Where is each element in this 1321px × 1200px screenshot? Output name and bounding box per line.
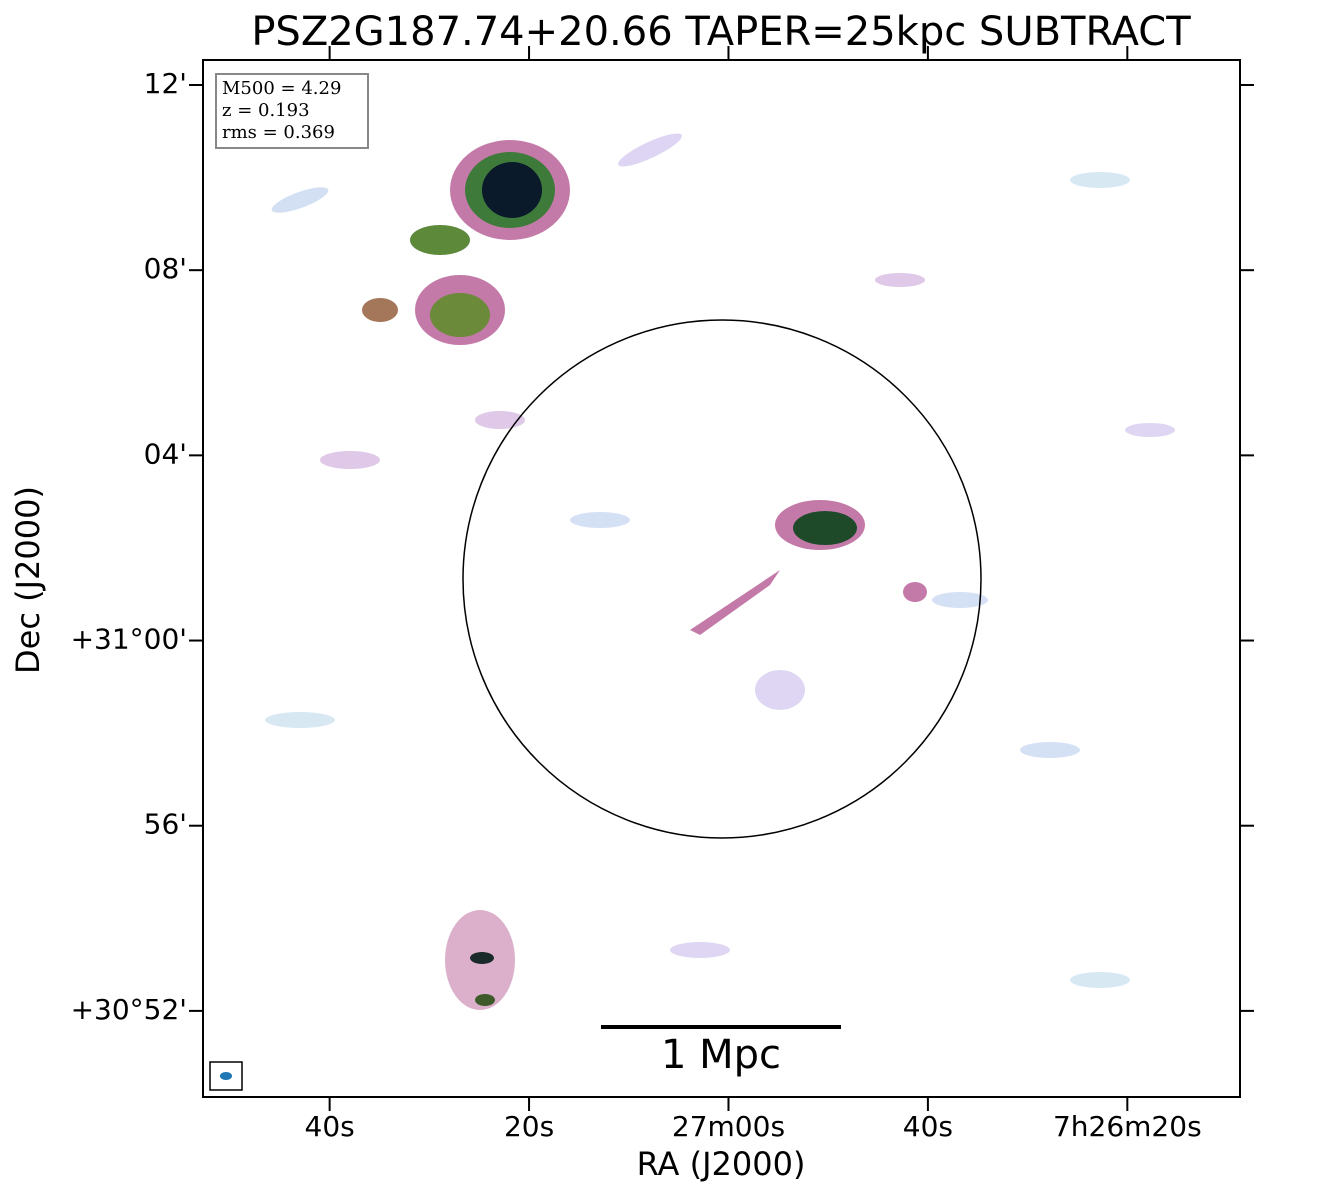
radio-image: 1 Mpc M500 = 4.29 z = 0.193 rms = 0.369 — [203, 60, 1240, 1097]
annotation: M500 = 4.29 — [222, 78, 341, 99]
chart-title: PSZ2G187.74+20.66 TAPER=25kpc SUBTRACT — [251, 9, 1191, 55]
y-axis-label: Dec (J2000) — [9, 486, 47, 674]
y-tick-label: +30°52' — [71, 993, 187, 1026]
axes-frame — [202, 59, 1241, 1098]
annotation: rms = 0.369 — [222, 122, 335, 143]
scale-bar-label: 1 Mpc — [661, 1032, 781, 1078]
y-tick-label: +31°00' — [71, 623, 187, 656]
x-tick-label: 7h26m20s — [1053, 1110, 1202, 1143]
r500-circle — [462, 319, 982, 839]
y-tick-label: 12' — [144, 67, 187, 100]
noise — [265, 133, 1175, 988]
x-tick-label: 27m00s — [672, 1110, 785, 1143]
y-tick-label: 56' — [144, 808, 187, 841]
x-axis-label: RA (J2000) — [637, 1145, 806, 1183]
annotation: z = 0.193 — [222, 100, 310, 121]
x-tick-label: 40s — [305, 1110, 355, 1143]
info-box — [215, 73, 369, 149]
y-tick-label: 04' — [144, 437, 187, 470]
x-tick-label: 40s — [903, 1110, 953, 1143]
y-tick-label: 08' — [144, 252, 187, 285]
sources — [362, 140, 927, 1010]
image-background — [203, 60, 1240, 1097]
x-tick-label: 20s — [504, 1110, 554, 1143]
beam — [220, 1072, 232, 1080]
